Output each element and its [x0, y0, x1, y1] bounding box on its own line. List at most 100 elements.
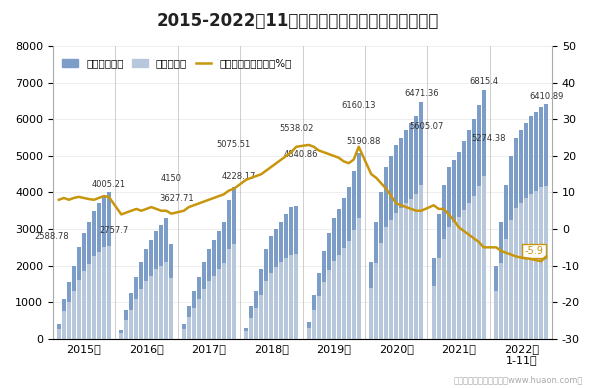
- Bar: [405, 130, 408, 339]
- Bar: [399, 138, 403, 339]
- Bar: [57, 329, 61, 339]
- Text: 5075.51: 5075.51: [217, 140, 251, 149]
- Bar: [352, 170, 356, 339]
- Bar: [145, 249, 148, 339]
- Bar: [134, 277, 138, 339]
- Bar: [245, 331, 248, 339]
- Bar: [249, 317, 253, 339]
- Bar: [472, 120, 475, 339]
- Text: 5538.02: 5538.02: [279, 123, 314, 133]
- Bar: [170, 279, 173, 339]
- Bar: [120, 330, 123, 339]
- Bar: [394, 213, 398, 339]
- Bar: [462, 141, 465, 339]
- Bar: [374, 263, 378, 339]
- Bar: [67, 302, 71, 339]
- Text: 4005.21: 4005.21: [92, 180, 126, 189]
- Bar: [124, 320, 128, 339]
- Bar: [97, 203, 101, 339]
- Bar: [274, 267, 278, 339]
- Bar: [249, 306, 253, 339]
- Bar: [245, 328, 248, 339]
- Bar: [57, 324, 61, 339]
- Bar: [145, 281, 148, 339]
- Bar: [499, 222, 503, 339]
- Bar: [182, 329, 186, 339]
- Bar: [509, 220, 513, 339]
- Bar: [62, 298, 65, 339]
- Bar: [217, 231, 221, 339]
- Bar: [384, 227, 388, 339]
- Bar: [432, 286, 436, 339]
- Bar: [369, 288, 373, 339]
- Bar: [312, 295, 315, 339]
- Text: 2757.7: 2757.7: [99, 226, 129, 235]
- Bar: [499, 263, 503, 339]
- Text: 6815.4: 6815.4: [469, 77, 498, 86]
- Bar: [514, 138, 518, 339]
- Bar: [280, 222, 283, 339]
- Bar: [307, 328, 311, 339]
- Bar: [352, 230, 356, 339]
- Bar: [462, 210, 465, 339]
- Bar: [307, 322, 311, 339]
- Bar: [505, 239, 508, 339]
- Text: 6410.89: 6410.89: [529, 92, 563, 100]
- Bar: [337, 209, 340, 339]
- Bar: [207, 249, 211, 339]
- Bar: [357, 153, 361, 339]
- Bar: [207, 281, 211, 339]
- Bar: [149, 275, 153, 339]
- Bar: [212, 240, 215, 339]
- Bar: [187, 306, 190, 339]
- Bar: [139, 262, 143, 339]
- Bar: [380, 192, 383, 339]
- Bar: [202, 289, 206, 339]
- Bar: [192, 308, 196, 339]
- Bar: [332, 218, 336, 339]
- Bar: [259, 295, 263, 339]
- Bar: [202, 262, 206, 339]
- Bar: [414, 116, 418, 339]
- Bar: [197, 298, 201, 339]
- Bar: [357, 218, 361, 339]
- Bar: [97, 252, 101, 339]
- Bar: [217, 269, 221, 339]
- Text: 6471.36: 6471.36: [404, 89, 439, 99]
- Bar: [295, 254, 298, 339]
- Bar: [270, 236, 273, 339]
- Bar: [222, 222, 226, 339]
- Bar: [284, 215, 288, 339]
- Bar: [332, 261, 336, 339]
- Bar: [87, 264, 90, 339]
- Bar: [394, 145, 398, 339]
- Bar: [524, 198, 528, 339]
- Bar: [389, 220, 393, 339]
- Text: 4150: 4150: [161, 174, 182, 183]
- Bar: [107, 246, 111, 339]
- Bar: [87, 222, 90, 339]
- Bar: [409, 123, 413, 339]
- Bar: [494, 291, 498, 339]
- Bar: [437, 215, 440, 339]
- Text: 5274.38: 5274.38: [471, 134, 506, 143]
- Bar: [509, 156, 513, 339]
- Bar: [72, 291, 76, 339]
- Bar: [524, 123, 528, 339]
- Bar: [130, 293, 133, 339]
- Bar: [274, 229, 278, 339]
- Bar: [494, 266, 498, 339]
- Bar: [432, 258, 436, 339]
- Bar: [259, 269, 263, 339]
- Text: 制图：华经产业研究院（www.huaon.com）: 制图：华经产业研究院（www.huaon.com）: [454, 375, 583, 384]
- Bar: [102, 196, 106, 339]
- Bar: [539, 107, 543, 339]
- Bar: [130, 310, 133, 339]
- Bar: [317, 296, 321, 339]
- Bar: [447, 227, 450, 339]
- Bar: [380, 243, 383, 339]
- Text: 6160.13: 6160.13: [342, 101, 376, 110]
- Bar: [289, 255, 293, 339]
- Bar: [102, 247, 106, 339]
- Bar: [155, 269, 158, 339]
